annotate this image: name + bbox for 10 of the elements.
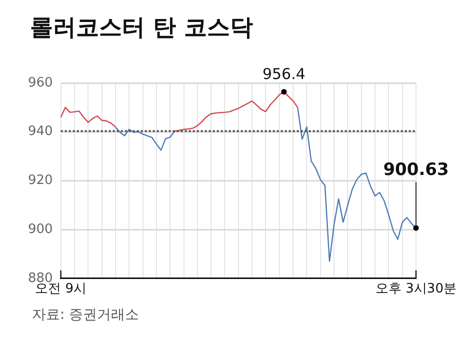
x-tick-label: 오전 9시 <box>35 282 87 297</box>
y-tick-label: 920 <box>28 173 53 188</box>
y-tick-label: 960 <box>28 75 53 90</box>
y-tick-label: 900 <box>28 222 53 237</box>
data-label: 900.63 <box>383 160 449 180</box>
text: 자료: 증권거래소 <box>32 306 140 324</box>
data-label: 956.4 <box>262 65 306 84</box>
y-tick-label: 940 <box>28 124 53 140</box>
x-tick-label: 오후 3시30분 <box>376 282 456 297</box>
chart-title: 롤러코스터 탄 코스닥 <box>30 14 254 43</box>
